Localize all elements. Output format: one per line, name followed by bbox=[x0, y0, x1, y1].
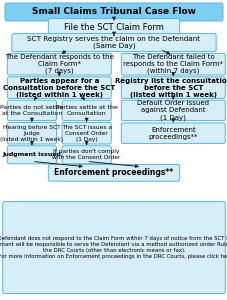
Text: If parties don't comply
with the Consent Order: If parties don't comply with the Consent… bbox=[52, 149, 120, 160]
FancyBboxPatch shape bbox=[121, 53, 224, 75]
FancyBboxPatch shape bbox=[5, 3, 222, 21]
Text: The Defendant responds to the
Claim Form*
(7 days): The Defendant responds to the Claim Form… bbox=[5, 54, 113, 74]
FancyBboxPatch shape bbox=[121, 77, 224, 98]
FancyBboxPatch shape bbox=[121, 100, 224, 121]
Text: Default Order Issued
against Defendant
(1 Day): Default Order Issued against Defendant (… bbox=[137, 100, 208, 121]
FancyBboxPatch shape bbox=[7, 122, 56, 144]
Text: Hearing before SCT
Judge
(listed within 1 week): Hearing before SCT Judge (listed within … bbox=[0, 125, 63, 142]
FancyBboxPatch shape bbox=[3, 202, 224, 293]
Text: *If the Defendant does not respond to the Claim Form within 7 days of notice fro: *If the Defendant does not respond to th… bbox=[0, 236, 227, 259]
Text: The SCT issues a
Consent Order
(1 Day): The SCT issues a Consent Order (1 Day) bbox=[61, 125, 111, 142]
FancyBboxPatch shape bbox=[48, 19, 179, 35]
FancyBboxPatch shape bbox=[62, 122, 111, 144]
Text: Registry list the consultation
before the SCT
(listed within 1 week): Registry list the consultation before th… bbox=[114, 78, 227, 98]
Text: Enforcement proceedings**: Enforcement proceedings** bbox=[54, 168, 173, 177]
Text: SCT Registry serves the claim on the Defendant
(Same Day): SCT Registry serves the claim on the Def… bbox=[27, 36, 200, 49]
Text: Judgment issued: Judgment issued bbox=[2, 152, 61, 157]
FancyBboxPatch shape bbox=[7, 146, 56, 164]
FancyBboxPatch shape bbox=[62, 146, 111, 164]
FancyBboxPatch shape bbox=[121, 123, 224, 143]
Text: Parties appear for a
Consultation before the SCT
(listed within 1 week): Parties appear for a Consultation before… bbox=[3, 78, 115, 98]
FancyBboxPatch shape bbox=[48, 164, 179, 181]
Text: Small Claims Tribunal Case Flow: Small Claims Tribunal Case Flow bbox=[32, 8, 195, 16]
FancyBboxPatch shape bbox=[62, 100, 111, 121]
Text: Enforcement
proceedings**: Enforcement proceedings** bbox=[148, 127, 197, 140]
Text: The Defendant failed to
responds to the Claim Form*
(within 7 days): The Defendant failed to responds to the … bbox=[123, 54, 222, 74]
FancyBboxPatch shape bbox=[12, 34, 215, 52]
FancyBboxPatch shape bbox=[7, 77, 111, 98]
Text: Parties settle at the
Consultation: Parties settle at the Consultation bbox=[56, 105, 117, 116]
FancyBboxPatch shape bbox=[7, 100, 56, 121]
FancyBboxPatch shape bbox=[7, 53, 111, 75]
Text: File the SCT Claim Form: File the SCT Claim Form bbox=[64, 22, 163, 32]
Text: Parties do not settle
at the Consultation: Parties do not settle at the Consultatio… bbox=[0, 105, 63, 116]
